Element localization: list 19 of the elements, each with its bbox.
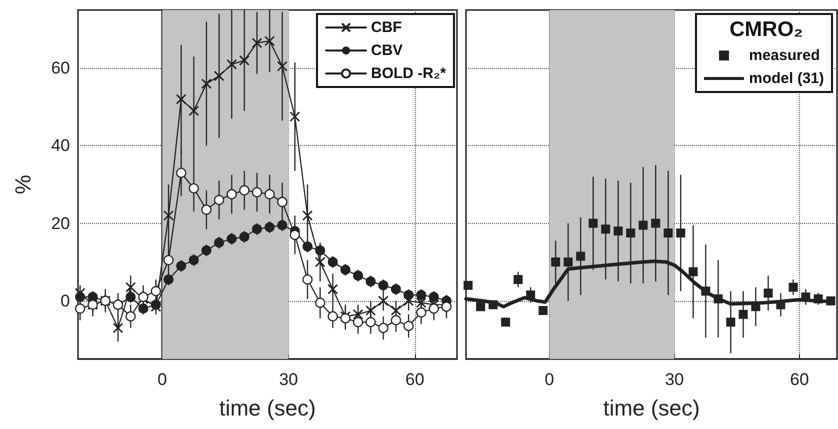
- legend-label: CBF: [371, 19, 402, 36]
- legend-label: model (31): [748, 70, 824, 87]
- legend-label: measured: [748, 47, 820, 64]
- y-axis-title: %: [10, 174, 36, 194]
- x-tick-label: 60: [405, 370, 424, 389]
- y-tick-label: 0: [60, 291, 70, 310]
- x-tick-label: 30: [279, 370, 298, 389]
- x-tick-label: 0: [157, 370, 167, 389]
- x-tick-label: 60: [790, 370, 809, 389]
- y-tick-label: 40: [51, 136, 70, 156]
- y-tick-label: 20: [51, 214, 70, 233]
- legend-label: CBV: [371, 42, 403, 59]
- legend-label: BOLD -R₂*: [371, 65, 446, 82]
- legend-title: CMRO₂: [730, 18, 804, 41]
- x-tick-label: 30: [664, 370, 684, 389]
- x-axis-title: time (sec): [603, 396, 700, 420]
- x-tick-label: 0: [544, 370, 554, 389]
- y-tick-label: 60: [51, 58, 70, 78]
- x-axis-title: time (sec): [219, 396, 316, 420]
